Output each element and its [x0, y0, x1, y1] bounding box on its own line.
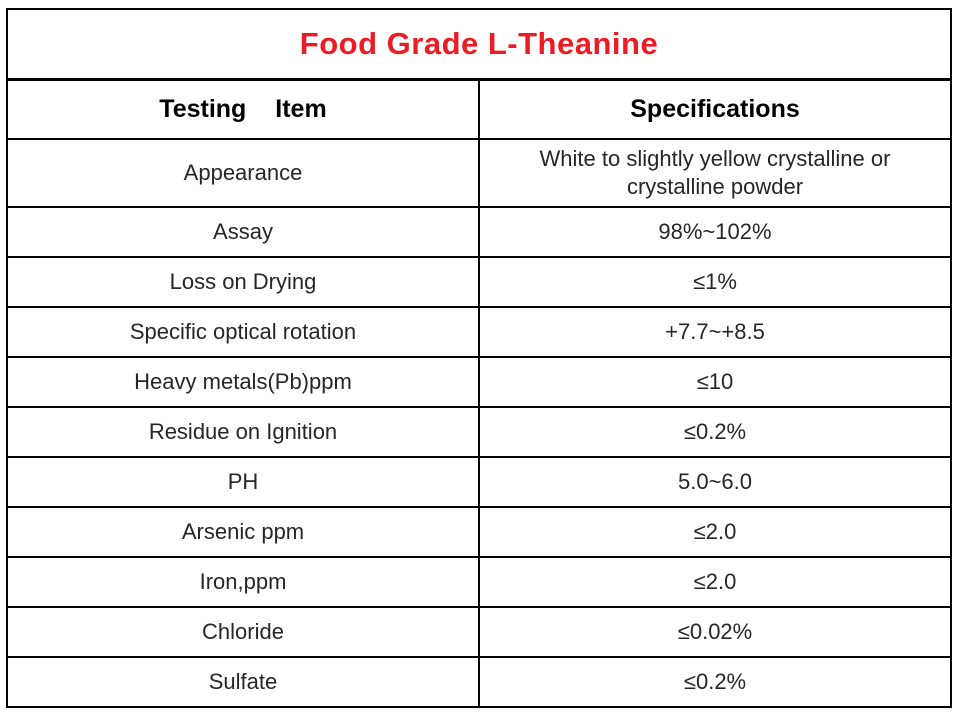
spec-table: Food Grade L-Theanine Testing Item Speci…	[6, 8, 952, 708]
testing-item-cell: Heavy metals(Pb)ppm	[6, 356, 480, 408]
table-row-arsenic: Arsenic ppm ≤2.0	[6, 506, 952, 558]
table-row-residue-on-ignition: Residue on Ignition ≤0.2%	[6, 406, 952, 458]
testing-item-cell: Residue on Ignition	[6, 406, 480, 458]
testing-item-cell: Loss on Drying	[6, 256, 480, 308]
table-row-heavy-metals: Heavy metals(Pb)ppm ≤10	[6, 356, 952, 408]
testing-item-cell: Appearance	[6, 138, 480, 208]
table-row-chloride: Chloride ≤0.02%	[6, 606, 952, 658]
title-cell: Food Grade L-Theanine	[6, 8, 952, 81]
table-row-assay: Assay 98%~102%	[6, 206, 952, 258]
spec-cell: ≤0.2%	[478, 656, 952, 708]
spec-cell: ≤2.0	[478, 556, 952, 608]
spec-cell: 98%~102%	[478, 206, 952, 258]
spec-cell: 5.0~6.0	[478, 456, 952, 508]
testing-item-cell: Assay	[6, 206, 480, 258]
testing-item-cell: Iron,ppm	[6, 556, 480, 608]
table-row-sulfate: Sulfate ≤0.2%	[6, 656, 952, 708]
title-row: Food Grade L-Theanine	[6, 8, 952, 81]
column-header-testing-item: Testing Item	[6, 78, 480, 140]
table-header-row: Testing Item Specifications	[6, 78, 952, 140]
table-row-appearance: Appearance White to slightly yellow crys…	[6, 138, 952, 208]
table-row-ph: PH 5.0~6.0	[6, 456, 952, 508]
testing-item-cell: Chloride	[6, 606, 480, 658]
spec-sheet: Food Grade L-Theanine Testing Item Speci…	[6, 8, 952, 708]
table-row-loss-on-drying: Loss on Drying ≤1%	[6, 256, 952, 308]
page-title: Food Grade L-Theanine	[299, 25, 659, 61]
spec-cell: ≤0.02%	[478, 606, 952, 658]
spec-cell: ≤10	[478, 356, 952, 408]
spec-cell: ≤2.0	[478, 506, 952, 558]
column-header-specifications: Specifications	[478, 78, 952, 140]
testing-item-cell: Specific optical rotation	[6, 306, 480, 358]
spec-cell: White to slightly yellow crystalline or …	[478, 138, 952, 208]
table-row-iron: Iron,ppm ≤2.0	[6, 556, 952, 608]
table-row-specific-optical-rotation: Specific optical rotation +7.7~+8.5	[6, 306, 952, 358]
testing-item-cell: PH	[6, 456, 480, 508]
spec-cell: +7.7~+8.5	[478, 306, 952, 358]
spec-cell: ≤0.2%	[478, 406, 952, 458]
testing-item-cell: Sulfate	[6, 656, 480, 708]
testing-item-cell: Arsenic ppm	[6, 506, 480, 558]
spec-cell: ≤1%	[478, 256, 952, 308]
